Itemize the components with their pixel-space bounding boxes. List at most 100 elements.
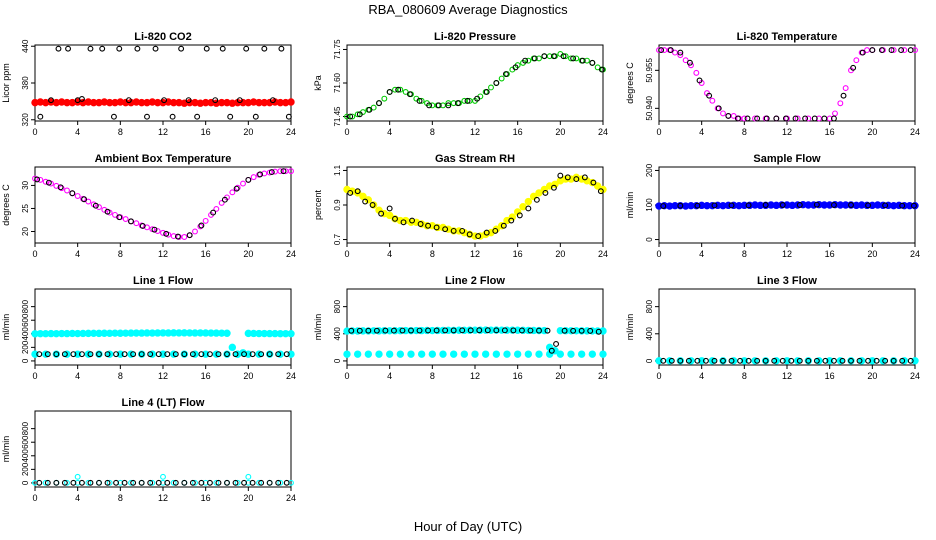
x-tick-label: 24 <box>910 249 920 259</box>
x-tick-label: 4 <box>387 371 392 381</box>
x-tick-label: 16 <box>825 371 835 381</box>
data-point <box>78 479 85 486</box>
data-point <box>868 357 877 365</box>
data-point <box>381 95 388 102</box>
data-point <box>599 350 607 358</box>
panel-title: Sample Flow <box>753 153 821 165</box>
data-point <box>386 205 393 212</box>
data-point <box>278 45 285 52</box>
y-axis-label: degrees C <box>625 62 635 104</box>
data-point <box>347 113 354 120</box>
data-point <box>125 97 132 104</box>
x-tick-label: 8 <box>118 371 123 381</box>
series-1 <box>343 173 607 240</box>
data-point <box>500 222 507 229</box>
data-point <box>597 188 604 195</box>
data-point <box>822 357 829 364</box>
data-point <box>660 357 667 364</box>
data-point <box>375 350 383 358</box>
data-point <box>445 102 452 109</box>
data-point <box>74 193 81 199</box>
panel-title: Line 4 (LT) Flow <box>122 397 205 409</box>
data-point <box>353 350 362 358</box>
data-point <box>779 202 786 208</box>
x-tick-label: 4 <box>699 249 704 259</box>
y-tick-label: 800 <box>21 299 30 313</box>
data-point <box>525 205 532 212</box>
x-tick-label: 20 <box>243 249 253 259</box>
data-point <box>61 479 68 486</box>
data-point <box>354 188 361 195</box>
data-point <box>112 211 118 218</box>
data-point <box>285 113 292 120</box>
data-point <box>227 113 234 120</box>
series-3 <box>36 351 290 358</box>
x-tick-label: 24 <box>286 249 296 259</box>
y-tick-label: 200 <box>21 340 30 354</box>
series-2 <box>660 201 917 209</box>
data-point <box>178 45 185 52</box>
data-point <box>533 196 540 203</box>
data-point <box>493 80 500 86</box>
panel-8: Line 2 Flow ml/min 0 4 8 12 16 20 24 0 400 800 <box>313 275 608 381</box>
data-point <box>348 327 355 334</box>
x-tick-label: 8 <box>742 127 747 137</box>
series-2 <box>660 357 914 364</box>
data-point <box>570 327 577 334</box>
y-tick-label: 320 <box>21 113 30 127</box>
x-tick-label: 12 <box>158 493 168 503</box>
data-point <box>349 113 356 120</box>
data-point <box>548 347 555 354</box>
data-point <box>113 479 120 486</box>
x-tick-label: 12 <box>158 371 168 381</box>
data-point <box>873 357 880 364</box>
data-point <box>561 327 568 334</box>
x-tick-label: 4 <box>387 127 392 137</box>
data-point <box>416 327 423 334</box>
data-point <box>682 57 689 64</box>
data-point <box>70 479 77 486</box>
data-point <box>442 226 449 233</box>
data-point <box>364 196 373 204</box>
data-point <box>181 234 188 240</box>
data-point <box>343 350 351 358</box>
x-tick-label: 20 <box>243 371 253 381</box>
data-point <box>87 479 94 486</box>
data-point <box>471 350 479 358</box>
data-point <box>890 357 897 364</box>
data-point <box>257 171 264 178</box>
data-point <box>189 351 196 358</box>
data-point <box>524 350 533 358</box>
data-point <box>212 97 219 104</box>
y-axis-label: ml/min <box>625 192 635 219</box>
data-point <box>516 212 523 219</box>
data-point <box>45 179 52 186</box>
data-point <box>783 357 791 365</box>
data-point <box>87 45 94 52</box>
y-tick-label: 50.955 <box>645 58 654 83</box>
x-tick-label: 20 <box>555 127 565 137</box>
x-tick-label: 0 <box>656 249 661 259</box>
panel-title: Line 2 Flow <box>445 275 505 287</box>
data-point <box>570 55 577 62</box>
data-point <box>535 350 543 358</box>
data-point <box>280 168 287 175</box>
data-point <box>69 190 76 197</box>
data-point <box>356 327 363 334</box>
data-point <box>85 198 92 205</box>
data-point <box>720 110 726 117</box>
data-point <box>96 204 102 211</box>
data-point <box>365 327 372 334</box>
x-tick-label: 8 <box>118 127 123 137</box>
data-point <box>385 350 394 358</box>
data-point <box>454 100 461 107</box>
x-tick-label: 4 <box>75 371 80 381</box>
x-tick-label: 4 <box>75 127 80 137</box>
data-point <box>288 168 294 175</box>
data-point <box>287 330 295 338</box>
data-point <box>37 113 44 120</box>
panel-7: Line 1 Flow ml/min 0 4 8 12 16 20 24 0 20040060080… <box>1 275 296 381</box>
data-point <box>206 479 213 486</box>
data-point <box>564 174 571 181</box>
data-point <box>590 179 597 186</box>
